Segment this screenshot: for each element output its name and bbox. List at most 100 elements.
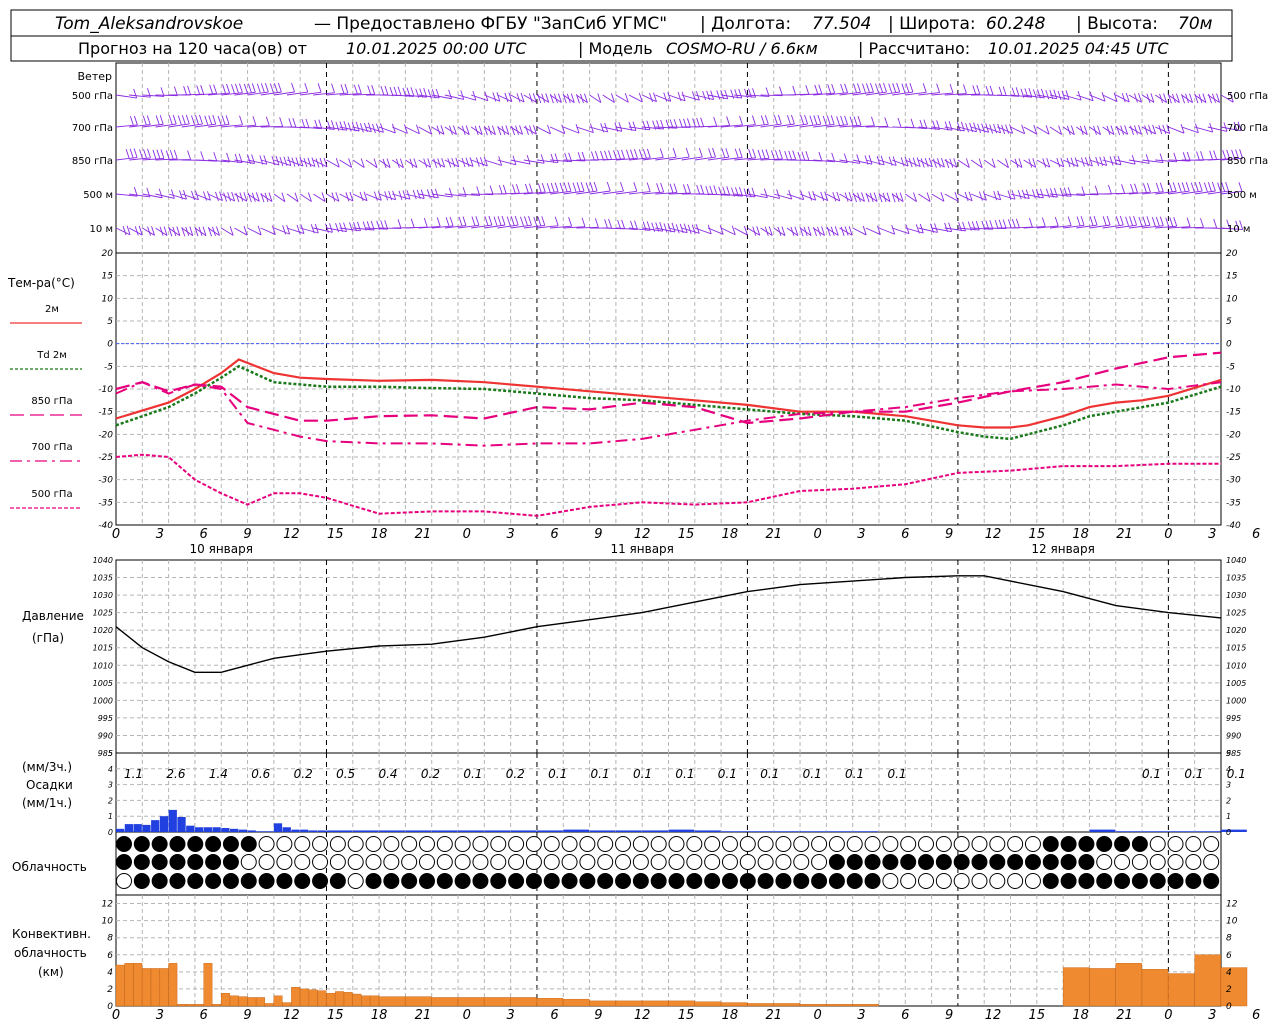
wind-barb: [734, 225, 748, 236]
wind-barb: [681, 147, 703, 161]
cloud-cover-mark: [222, 873, 239, 889]
wind-barb: [773, 85, 797, 96]
cloud-cover-mark: [543, 854, 560, 870]
cloud-cover-mark: [971, 836, 988, 852]
wind-barb: [891, 156, 909, 167]
y-tick-label: 0: [1226, 1002, 1232, 1012]
y-tick-label: 10: [1226, 917, 1238, 927]
y-tick-label: -20: [1226, 430, 1241, 440]
cloud-cover-mark: [187, 854, 204, 870]
wind-level-label: 500 гПа: [1227, 91, 1268, 102]
y-tick-label: 1035: [1226, 574, 1246, 583]
wind-barb: [800, 84, 823, 96]
cloud-cover-mark: [151, 873, 168, 889]
wind-barb: [563, 123, 580, 134]
cloud-cover-mark: [365, 836, 382, 852]
wind-barb: [734, 148, 757, 161]
y-tick-label: 20: [102, 249, 114, 259]
y-tick-label: -15: [98, 408, 113, 418]
cloud-cover-mark: [1078, 836, 1095, 852]
x-tick-label: 6: [200, 527, 208, 542]
wind-barb: [155, 189, 175, 199]
cloud-cover-mark: [739, 854, 756, 870]
x-tick-label: 3: [1208, 527, 1216, 542]
conv-bar: [1141, 969, 1169, 1007]
cloud-cover-mark: [1185, 854, 1202, 870]
wind-barb: [905, 83, 927, 96]
wind-barb: [944, 191, 959, 202]
y-tick-label: -30: [1226, 476, 1241, 486]
conv-bar: [1168, 973, 1195, 1007]
wind-barb: [129, 115, 151, 128]
wind-barb: [1168, 181, 1190, 195]
wind-barb: [260, 82, 282, 96]
wind-barb: [918, 157, 933, 168]
wind-barb: [865, 155, 885, 166]
y-tick-label: -20: [98, 430, 113, 440]
cloud-cover-mark: [757, 873, 774, 889]
conv-bar: [264, 1003, 274, 1007]
x-tick-label: 15: [327, 527, 344, 542]
wind-barb: [234, 226, 248, 236]
precip-bar: [142, 824, 151, 832]
precip-bar: [1221, 829, 1247, 832]
x-tick-label: 18: [722, 1008, 739, 1023]
wind-barb: [129, 148, 151, 161]
x-tick-label: 18: [722, 527, 739, 542]
wind-barb: [1155, 216, 1178, 229]
cloud-cover-mark: [508, 836, 525, 852]
wind-barb: [1141, 124, 1157, 135]
wind-barb: [931, 192, 945, 202]
wind-barb: [970, 158, 983, 168]
cloud-cover-mark: [721, 836, 738, 852]
x-tick-label: 0: [813, 527, 821, 542]
wind-barb: [931, 222, 953, 233]
wind-barb: [813, 115, 835, 128]
wind-barb: [1181, 123, 1199, 134]
wind-barb: [326, 192, 340, 202]
wind-barb: [812, 226, 825, 237]
wind-barb: [471, 215, 493, 229]
precip-bar: [133, 824, 142, 832]
convective-cloud-bars: [115, 954, 1248, 1007]
cloud-cover-mark: [1149, 836, 1166, 852]
wind-barb: [497, 155, 517, 166]
cloud-cover-mark: [401, 873, 418, 889]
cloud-cover-mark: [329, 836, 346, 852]
legend-label: 2м: [45, 304, 59, 315]
wind-barb: [168, 85, 192, 96]
wind-level-label: 500 м: [1227, 190, 1257, 201]
precip-bar: [1168, 831, 1195, 832]
cloud-cover-mark: [846, 854, 863, 870]
wind-barb: [944, 221, 966, 232]
cloud-cover-mark: [1078, 873, 1095, 889]
wind-barb: [155, 149, 178, 161]
cloud-cover-mark: [418, 854, 435, 870]
cloud-cover-mark: [490, 873, 507, 889]
wind-barb: [1049, 90, 1070, 101]
cloud-cover-mark: [169, 854, 186, 870]
cloud-cover-mark: [1024, 836, 1041, 852]
wind-barb: [194, 84, 218, 96]
conv-bar: [177, 1004, 187, 1007]
x-tick-label: 21: [765, 527, 782, 542]
wind-barb: [207, 191, 223, 202]
wind-barb: [707, 116, 731, 128]
x-tick-label: 9: [594, 527, 602, 542]
wind-barb: [799, 115, 822, 128]
cloud-cover-mark: [882, 873, 899, 889]
y-tick-label: 4: [107, 968, 113, 978]
wind-barb: [628, 182, 651, 195]
wind-barb: [563, 181, 585, 195]
y-tick-label: -25: [98, 453, 113, 463]
x-tick-label: 21: [1116, 1008, 1133, 1023]
wind-barb: [536, 153, 559, 163]
wind-barb: [576, 181, 598, 195]
cloud-cover-mark: [222, 836, 239, 852]
wind-barb: [260, 117, 284, 128]
wind-barb: [247, 116, 270, 128]
cloud-cover-mark: [579, 836, 596, 852]
header: Tom_Aleksandrovskoe — Предоставлено ФГБУ…: [10, 9, 1233, 62]
wind-barb: [155, 86, 178, 97]
wind-barb: [484, 92, 501, 102]
